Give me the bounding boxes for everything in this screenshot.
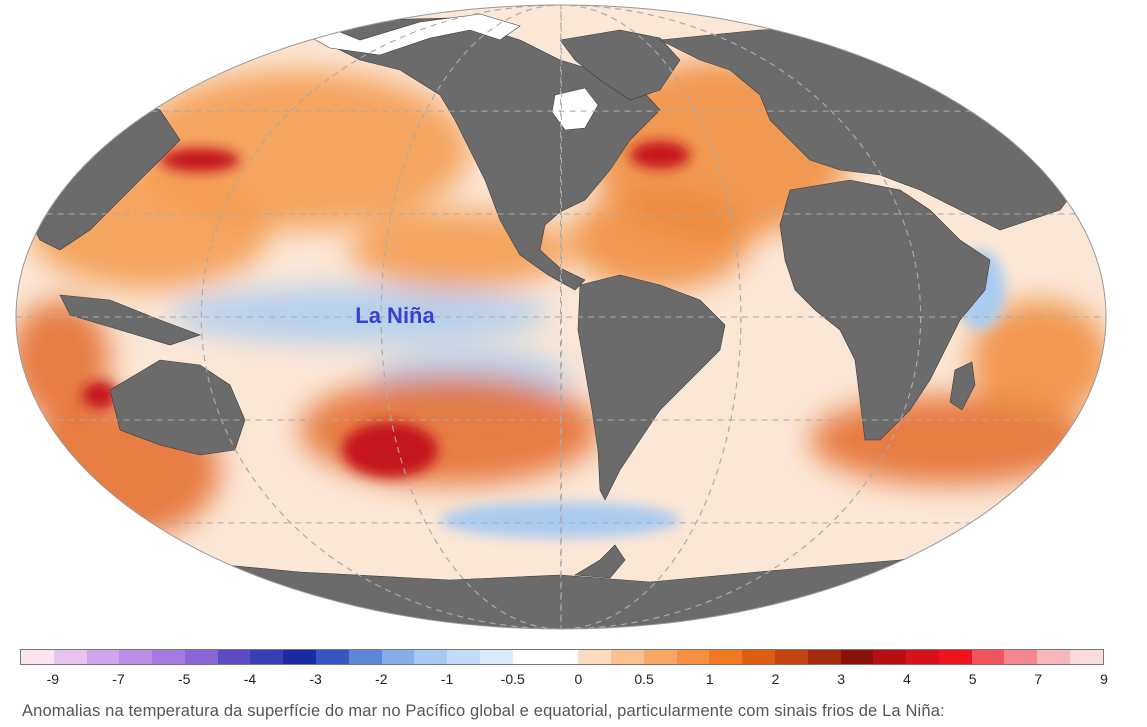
meridian-line — [380, 5, 742, 629]
south-pacific-hotspot-detail — [630, 141, 690, 169]
colorbar-swatch — [971, 650, 1005, 664]
colorbar-swatch — [742, 650, 775, 664]
colorbar-tick-label: -7 — [112, 671, 125, 687]
indonesia — [59, 294, 201, 346]
colorbar-swatch — [1037, 650, 1070, 664]
colorbar-swatch — [217, 650, 251, 664]
colorbar-swatch — [873, 650, 907, 664]
colorbar-swatch — [774, 650, 808, 664]
north-atlantic-anomaly — [570, 190, 750, 290]
sst-anomaly-map: La Niña — [15, 4, 1107, 630]
colorbar-swatch — [53, 650, 87, 664]
colorbar-tick-label: 7 — [1034, 671, 1043, 687]
colorbar-swatch — [611, 650, 644, 664]
colorbar-swatch — [906, 650, 939, 664]
south-pacific-hotspot-detail — [342, 422, 438, 478]
colorbar-swatch — [1004, 650, 1038, 664]
colorbar-tick-label: -3 — [309, 671, 322, 687]
hudson-bay — [551, 87, 599, 131]
colorbar-swatch — [184, 650, 218, 664]
colorbar-swatch — [512, 650, 546, 664]
colorbar-tick-label: 9 — [1100, 671, 1108, 687]
colorbar-tick-label: 3 — [837, 671, 846, 687]
colorbar-swatch — [578, 650, 612, 664]
colorbar-swatch — [709, 650, 743, 664]
colorbar-swatch — [414, 650, 448, 664]
madagascar — [949, 361, 976, 411]
colorbar-tick-label: -9 — [46, 671, 60, 687]
colorbar-tick-label: 1 — [705, 671, 714, 687]
colorbar-tick-label: 0 — [574, 671, 583, 687]
colorbar-tick-label: -4 — [243, 671, 257, 687]
colorbar-tick-label: -2 — [375, 671, 388, 687]
colorbar-swatch — [250, 650, 284, 664]
graticule — [16, 5, 1106, 629]
equatorial-pacific-anomaly — [170, 287, 550, 343]
world-map: La Niña — [15, 4, 1107, 630]
south-pacific-hotspot-detail — [82, 381, 118, 409]
colorbar-swatch — [479, 650, 513, 664]
colorbar-swatch — [447, 650, 480, 664]
colorbar-swatch — [152, 650, 185, 664]
colorbar-swatch — [348, 650, 382, 664]
colorbar-swatch — [938, 650, 972, 664]
colorbar-swatch — [86, 650, 120, 664]
globe-outline — [15, 4, 1107, 630]
colorbar-tick-label: -1 — [440, 671, 454, 687]
arctic-ice — [279, 13, 521, 56]
australia — [109, 359, 246, 456]
colorbar-tick-label: 0.5 — [634, 671, 654, 687]
colorbar-tick-label: -5 — [178, 671, 191, 687]
south-america — [577, 274, 726, 501]
meridian-line — [200, 5, 922, 629]
equatorial-pacific-detail — [440, 502, 680, 538]
meridian-line — [560, 5, 562, 629]
colorbar-tick-label: 2 — [771, 671, 780, 687]
south-pacific-hotspot-detail — [160, 148, 240, 172]
colorbar-tick-label: -0.5 — [500, 671, 525, 687]
colorbar-swatch — [545, 650, 579, 664]
colorbar-swatch — [21, 650, 54, 664]
colorbar-swatch — [676, 650, 710, 664]
colorbar-ticks: -9 -7 -5 -4 -3 -2 -1 -0.5 0 0.5 1 2 3 4 5 7 9 — [20, 671, 1108, 689]
colorbar-swatch — [840, 650, 874, 664]
colorbar-tick-label: 4 — [903, 671, 911, 687]
north-atlantic-anomaly — [970, 300, 1106, 420]
colorbar-swatch — [643, 650, 677, 664]
map-globe — [16, 5, 1106, 629]
colorbar-tick-label: 5 — [968, 671, 977, 687]
colorbar-swatch — [316, 650, 349, 664]
caption: Anomalias na temperatura da superfície d… — [22, 702, 945, 720]
colorbar-swatch — [1070, 650, 1103, 664]
colorbar-swatch — [283, 650, 317, 664]
africa — [779, 179, 991, 441]
colorbar-swatch — [381, 650, 415, 664]
colorbar-swatch — [119, 650, 153, 664]
greenland — [559, 29, 681, 101]
southern-ocean-anomaly — [300, 375, 600, 485]
antarctic-peninsula — [574, 544, 626, 579]
la-nina-label: La Niña — [355, 303, 435, 328]
colorbar-swatch — [807, 650, 841, 664]
colorbar — [20, 649, 1104, 665]
